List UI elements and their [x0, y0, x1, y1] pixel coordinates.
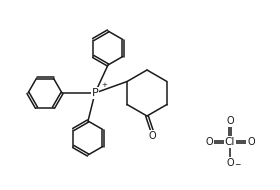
- Text: O: O: [247, 137, 255, 147]
- Text: O: O: [226, 158, 234, 168]
- Text: O: O: [148, 131, 156, 141]
- Text: P: P: [92, 88, 98, 98]
- Text: +: +: [101, 82, 107, 88]
- Text: O: O: [226, 116, 234, 126]
- Text: −: −: [234, 160, 240, 169]
- Text: Cl: Cl: [225, 137, 235, 147]
- Text: O: O: [205, 137, 213, 147]
